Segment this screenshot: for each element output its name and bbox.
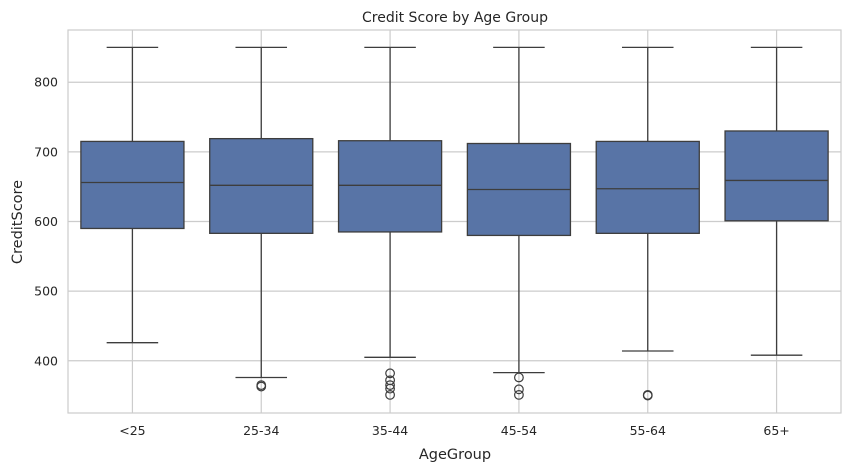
x-tick-label: 45-54	[501, 423, 537, 438]
y-tick-label: 700	[34, 144, 58, 159]
box-group	[595, 46, 700, 401]
iqr-box	[724, 130, 829, 222]
y-tick-label: 800	[34, 75, 58, 90]
iqr-box	[80, 140, 185, 230]
y-tick-label: 500	[34, 284, 58, 299]
x-axis-label: AgeGroup	[419, 447, 491, 463]
outlier-point	[385, 380, 395, 391]
x-tick-label: 25-34	[243, 423, 279, 438]
x-tick-label: 35-44	[372, 423, 408, 438]
outlier-point	[256, 381, 267, 392]
chart-title: Credit Score by Age Group	[362, 10, 548, 26]
box-group	[724, 46, 829, 356]
outlier-point	[385, 368, 395, 379]
y-axis-label: CreditScore	[10, 180, 26, 264]
box-group	[80, 46, 185, 344]
y-tick-label: 600	[34, 214, 58, 229]
x-axis-ticks: <25 25-34 35-44 45-54 55-64 65+	[119, 423, 790, 438]
box-group	[337, 46, 443, 400]
y-tick-label: 400	[34, 353, 58, 368]
iqr-box	[337, 140, 443, 233]
outlier-point	[642, 390, 653, 401]
outlier-point	[385, 383, 395, 394]
box-group	[466, 46, 572, 400]
outlier-point	[514, 384, 524, 395]
outlier-point	[514, 372, 524, 383]
outlier-point	[385, 389, 395, 400]
iqr-box	[209, 137, 314, 234]
x-tick-label: 55-64	[630, 423, 666, 438]
box-group	[209, 46, 314, 392]
x-tick-label: <25	[119, 423, 145, 438]
x-tick-label: 65+	[763, 423, 789, 438]
boxes	[80, 46, 829, 401]
iqr-box	[595, 140, 700, 234]
y-axis-ticks: 400 500 600 700 800	[34, 75, 58, 369]
outlier-point	[514, 389, 524, 400]
